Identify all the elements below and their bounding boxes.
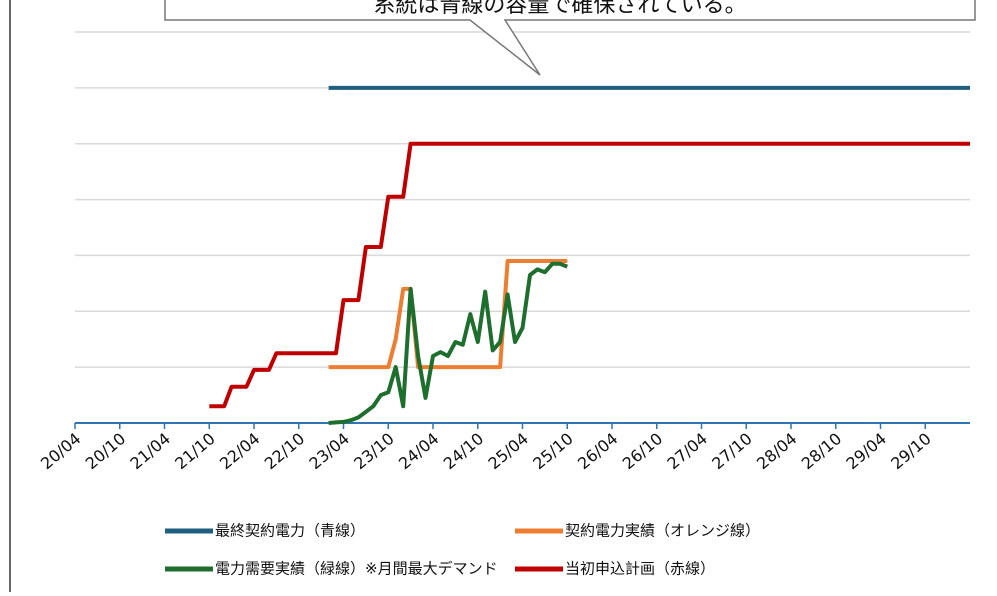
x-tick-label: 29/04 <box>842 429 890 473</box>
series-line <box>209 141 970 409</box>
legend-label: 電力需要実績（緑線）※月間最大デマンド <box>215 560 498 578</box>
x-tick-label: 26/10 <box>619 429 667 473</box>
series-line <box>328 261 568 425</box>
x-tick-label: 25/10 <box>529 429 577 473</box>
x-tick-label: 28/10 <box>798 429 846 473</box>
legend-label: 当初申込計画（赤線） <box>565 560 715 578</box>
x-tick-label: 21/10 <box>171 429 219 473</box>
x-tick-label: 25/04 <box>484 429 532 473</box>
x-tick-label: 27/10 <box>708 429 756 473</box>
x-tick-label: 29/10 <box>887 429 935 473</box>
x-tick-label: 21/04 <box>126 429 174 473</box>
callout <box>164 0 976 76</box>
callout-text: 系統は青線の容量で確保されている。 <box>373 0 746 18</box>
x-tick-label: 23/04 <box>305 429 353 473</box>
legend-label: 契約電力実績（オレンジ線） <box>565 522 760 540</box>
x-tick-label: 20/10 <box>82 429 130 473</box>
x-tick-label: 28/04 <box>753 429 801 473</box>
plot-area: 20/0420/1021/0421/1022/0422/1023/0423/10… <box>37 31 970 473</box>
x-tick-label: 22/04 <box>216 429 264 473</box>
x-tick-label: 24/04 <box>395 429 443 473</box>
legend-label: 最終契約電力（青線） <box>215 522 365 540</box>
x-tick-label: 22/10 <box>261 429 309 473</box>
x-tick-label: 26/04 <box>574 429 622 473</box>
x-tick-label: 20/04 <box>37 429 85 473</box>
x-tick-label: 27/04 <box>663 429 711 473</box>
x-tick-label: 24/10 <box>440 429 488 473</box>
x-tick-label: 23/10 <box>350 429 398 473</box>
